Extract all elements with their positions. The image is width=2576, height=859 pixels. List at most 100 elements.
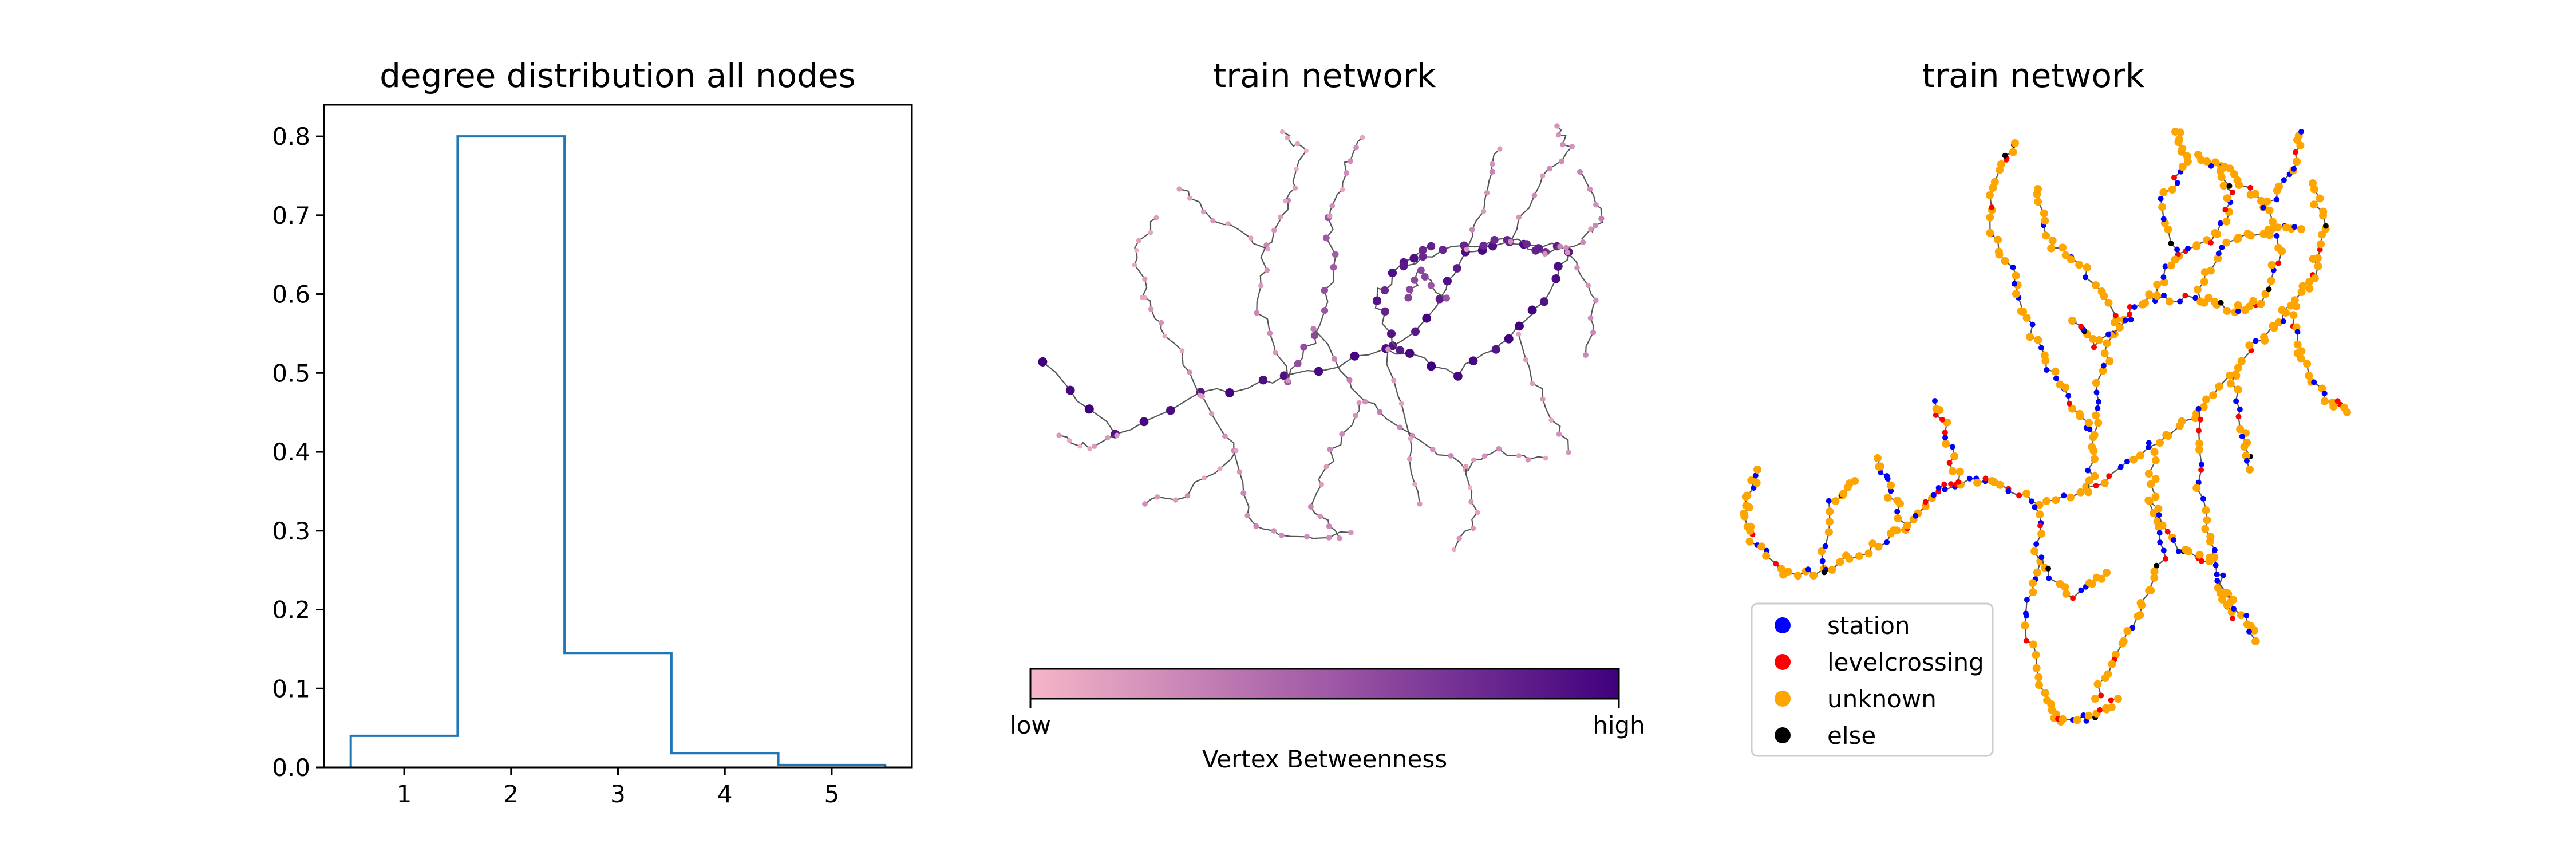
network-node (2032, 664, 2041, 672)
network-node (2147, 586, 2155, 594)
network-node (1236, 469, 1243, 475)
network-node (2297, 225, 2305, 233)
network-node (1179, 348, 1185, 353)
network-node (1949, 444, 1955, 450)
y-tick-label: 0.5 (272, 359, 310, 387)
network-node (2275, 260, 2282, 266)
x-tick-label: 4 (717, 780, 733, 808)
network-node (1484, 190, 1490, 196)
network-node (1451, 547, 1457, 553)
network-node (2266, 286, 2272, 293)
network-node (2161, 293, 2167, 298)
network-node (1878, 470, 1884, 475)
network-node (2076, 488, 2085, 497)
network-node (1142, 501, 1148, 507)
network-node (1818, 547, 1826, 555)
network-node (2153, 281, 2162, 289)
network-node (2223, 306, 2231, 315)
network-node (1326, 534, 1332, 541)
legend-marker-levelcrossing (1775, 654, 1791, 670)
network-node (1200, 209, 1206, 215)
network-node (1038, 357, 1048, 367)
network-node (2012, 271, 2020, 280)
network-node (1303, 148, 1309, 153)
network-node (2092, 411, 2100, 420)
node-type-network-panel: train network station levelcrossing unkn… (1740, 56, 2351, 757)
network-node (1419, 252, 1427, 261)
network-node (2061, 583, 2069, 592)
network-edge (1256, 200, 1289, 381)
network-node (2093, 389, 2100, 396)
betweenness-network-panel: train network low high Vertex Betweennes… (1010, 56, 1645, 773)
network-node (1560, 141, 1566, 148)
network-node (2059, 243, 2067, 252)
network-node (1742, 501, 1751, 510)
network-node (1376, 409, 1383, 415)
network-edge (1282, 131, 1307, 202)
network-node (2226, 598, 2234, 606)
network-node (1326, 523, 1332, 529)
network-node (1569, 144, 1575, 149)
network-edge (1465, 448, 1546, 471)
network-node (2202, 395, 2210, 404)
network-node (2233, 176, 2242, 184)
network-node (1805, 566, 1811, 573)
network-node (1362, 399, 1368, 405)
network-node (1399, 262, 1408, 271)
legend-label-levelcrossing: levelcrossing (1827, 648, 1984, 676)
network-node (2075, 409, 2084, 418)
network-node (2091, 472, 2099, 480)
network-node (1310, 332, 1318, 340)
network-node (2260, 333, 2268, 341)
network-node (2028, 579, 2037, 588)
network-node (2005, 488, 2012, 494)
network-node (2303, 360, 2312, 368)
network-edge (1749, 477, 1993, 577)
network-node (1134, 247, 1139, 253)
network-node (2211, 158, 2220, 167)
network-edge (1179, 188, 1269, 250)
network-node (2293, 340, 2302, 349)
network-node (1531, 192, 1538, 199)
network-node (1497, 146, 1503, 152)
histogram-y-axis: 0.0 0.1 0.2 0.3 0.4 0.5 0.6 0.7 0.8 (272, 123, 324, 782)
network-node (2152, 291, 2161, 300)
network-node (2159, 188, 2168, 196)
network-node (2026, 333, 2034, 341)
network-node (2088, 443, 2096, 451)
network-node (2095, 336, 2103, 344)
network-edge (1510, 125, 1574, 242)
network-node (2106, 473, 2112, 479)
network-node (2016, 492, 2022, 499)
network-node (1200, 393, 1206, 399)
network-node (2233, 398, 2239, 404)
network-node (1516, 214, 1522, 220)
network-node (1986, 191, 1994, 199)
network-node (2192, 484, 2201, 492)
network-node (2329, 403, 2338, 411)
network-node (2150, 448, 2159, 456)
network-node (2178, 417, 2186, 425)
network-node (1273, 350, 1278, 356)
network-node (1253, 523, 1259, 529)
network-node (2170, 537, 2176, 543)
network-node (2012, 290, 2020, 298)
network-node (2177, 147, 2186, 156)
network-node (2222, 207, 2229, 213)
network-node (2206, 537, 2214, 546)
network-node (1346, 377, 1353, 383)
network-node (2231, 606, 2237, 612)
x-tick-label: 2 (503, 780, 519, 808)
network-node (2160, 216, 2167, 222)
network-node (2019, 308, 2028, 316)
network-node (2127, 304, 2133, 310)
network-node (1942, 486, 1948, 492)
network-node (1340, 187, 1345, 192)
network-node (1587, 315, 1594, 321)
network-node (2061, 251, 2070, 259)
network-node (2032, 504, 2038, 510)
network-node (2195, 550, 2204, 559)
network-node (2156, 512, 2162, 518)
network-node (2144, 470, 2153, 478)
network-node (1381, 307, 1389, 316)
